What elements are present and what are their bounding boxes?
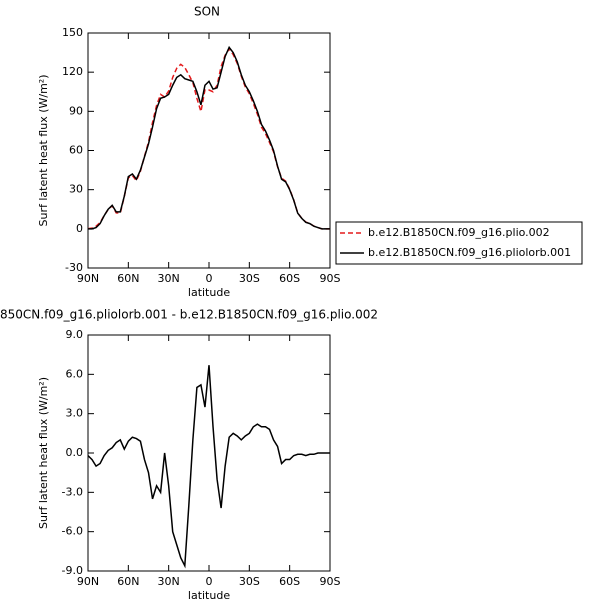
x-tick-label: 60S xyxy=(279,575,300,588)
chart-title: 850CN.f09_g16.pliolorb.001 - b.e12.B1850… xyxy=(0,308,378,322)
x-tick-label: 30S xyxy=(239,272,260,285)
x-axis-label: latitude xyxy=(188,589,230,602)
legend-box xyxy=(335,221,583,265)
y-tick-label: 60 xyxy=(69,144,83,157)
x-tick-label: 30N xyxy=(158,575,180,588)
x-tick-label: 90S xyxy=(320,575,341,588)
y-tick-label: -9.0 xyxy=(62,564,83,577)
y-tick-label: -3.0 xyxy=(62,485,83,498)
x-tick-label: 90N xyxy=(77,272,99,285)
y-tick-label: -30 xyxy=(65,261,83,274)
y-tick-label: 120 xyxy=(62,65,83,78)
chart-title: SON xyxy=(194,5,220,19)
plot-frame xyxy=(87,32,331,269)
x-tick-label: 60N xyxy=(117,272,139,285)
data-line xyxy=(88,45,330,230)
legend-label: b.e12.B1850CN.f09_g16.plio.002 xyxy=(368,226,550,239)
y-tick-label: 6.0 xyxy=(66,367,84,380)
legend-label: b.e12.B1850CN.f09_g16.pliolorb.001 xyxy=(368,246,571,259)
y-tick-label: -6.0 xyxy=(62,525,83,538)
x-tick-label: 90N xyxy=(77,575,99,588)
y-axis-label: Surf latent heat flux (W/m²) xyxy=(37,377,50,529)
y-tick-label: 3.0 xyxy=(66,407,84,420)
y-axis-label: Surf latent heat flux (W/m²) xyxy=(37,75,50,227)
x-tick-label: 60N xyxy=(117,575,139,588)
x-tick-label: 0 xyxy=(206,272,213,285)
y-tick-label: 9.0 xyxy=(66,328,84,341)
x-axis-label: latitude xyxy=(188,286,230,299)
x-tick-label: 90S xyxy=(320,272,341,285)
y-tick-label: 30 xyxy=(69,183,83,196)
x-tick-label: 30N xyxy=(158,272,180,285)
x-tick-label: 0 xyxy=(206,575,213,588)
y-tick-label: 0 xyxy=(76,222,83,235)
y-tick-label: 150 xyxy=(62,26,83,39)
data-line xyxy=(87,365,330,569)
x-tick-label: 60S xyxy=(279,272,300,285)
y-tick-label: 0.0 xyxy=(66,446,84,459)
y-tick-label: 90 xyxy=(69,104,83,117)
x-tick-label: 30S xyxy=(239,575,260,588)
